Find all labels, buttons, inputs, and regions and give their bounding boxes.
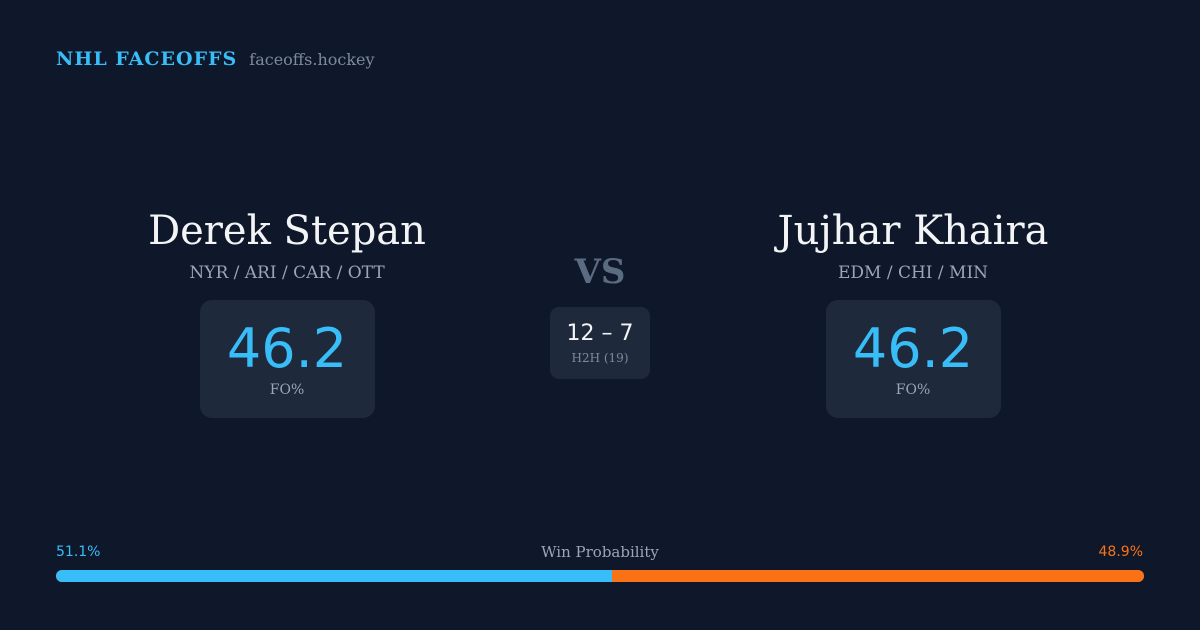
brand-header: NHL FACEOFFS faceoffs.hockey bbox=[56, 48, 375, 70]
player-left-name: Derek Stepan bbox=[148, 208, 426, 254]
win-probability-right-fill bbox=[611, 570, 1144, 582]
win-probability-title: Win Probability bbox=[541, 543, 659, 561]
head-to-head-card: 12 – 7 H2H (19) bbox=[550, 307, 650, 379]
player-right-stat-card: 46.2 FO% bbox=[825, 300, 1001, 418]
brand-title: NHL FACEOFFS bbox=[56, 48, 238, 70]
versus-label: VS bbox=[574, 252, 626, 292]
win-probability-bar bbox=[56, 570, 1144, 582]
head-to-head-score: 12 – 7 bbox=[566, 321, 634, 346]
player-right-teams: EDM / CHI / MIN bbox=[837, 263, 989, 283]
win-probability-left-fill bbox=[56, 570, 612, 582]
player-left-fo-value: 46.2 bbox=[226, 317, 348, 380]
win-probability-left-label: 51.1% bbox=[56, 544, 101, 560]
player-right-fo-label: FO% bbox=[895, 382, 931, 398]
player-left-fo-label: FO% bbox=[269, 382, 305, 398]
player-left-panel: Derek Stepan NYR / ARI / CAR / OTT 46.2 … bbox=[87, 205, 487, 418]
brand-url: faceoffs.hockey bbox=[249, 50, 375, 69]
player-left-teams: NYR / ARI / CAR / OTT bbox=[189, 263, 385, 283]
player-left-stat-card: 46.2 FO% bbox=[199, 300, 375, 418]
win-probability-right-label: 48.9% bbox=[1098, 544, 1143, 560]
player-right-panel: Jujhar Khaira EDM / CHI / MIN 46.2 FO% bbox=[713, 205, 1113, 418]
player-right-name: Jujhar Khaira bbox=[777, 208, 1049, 254]
head-to-head-label: H2H (19) bbox=[571, 351, 629, 365]
player-right-fo-value: 46.2 bbox=[852, 317, 974, 380]
